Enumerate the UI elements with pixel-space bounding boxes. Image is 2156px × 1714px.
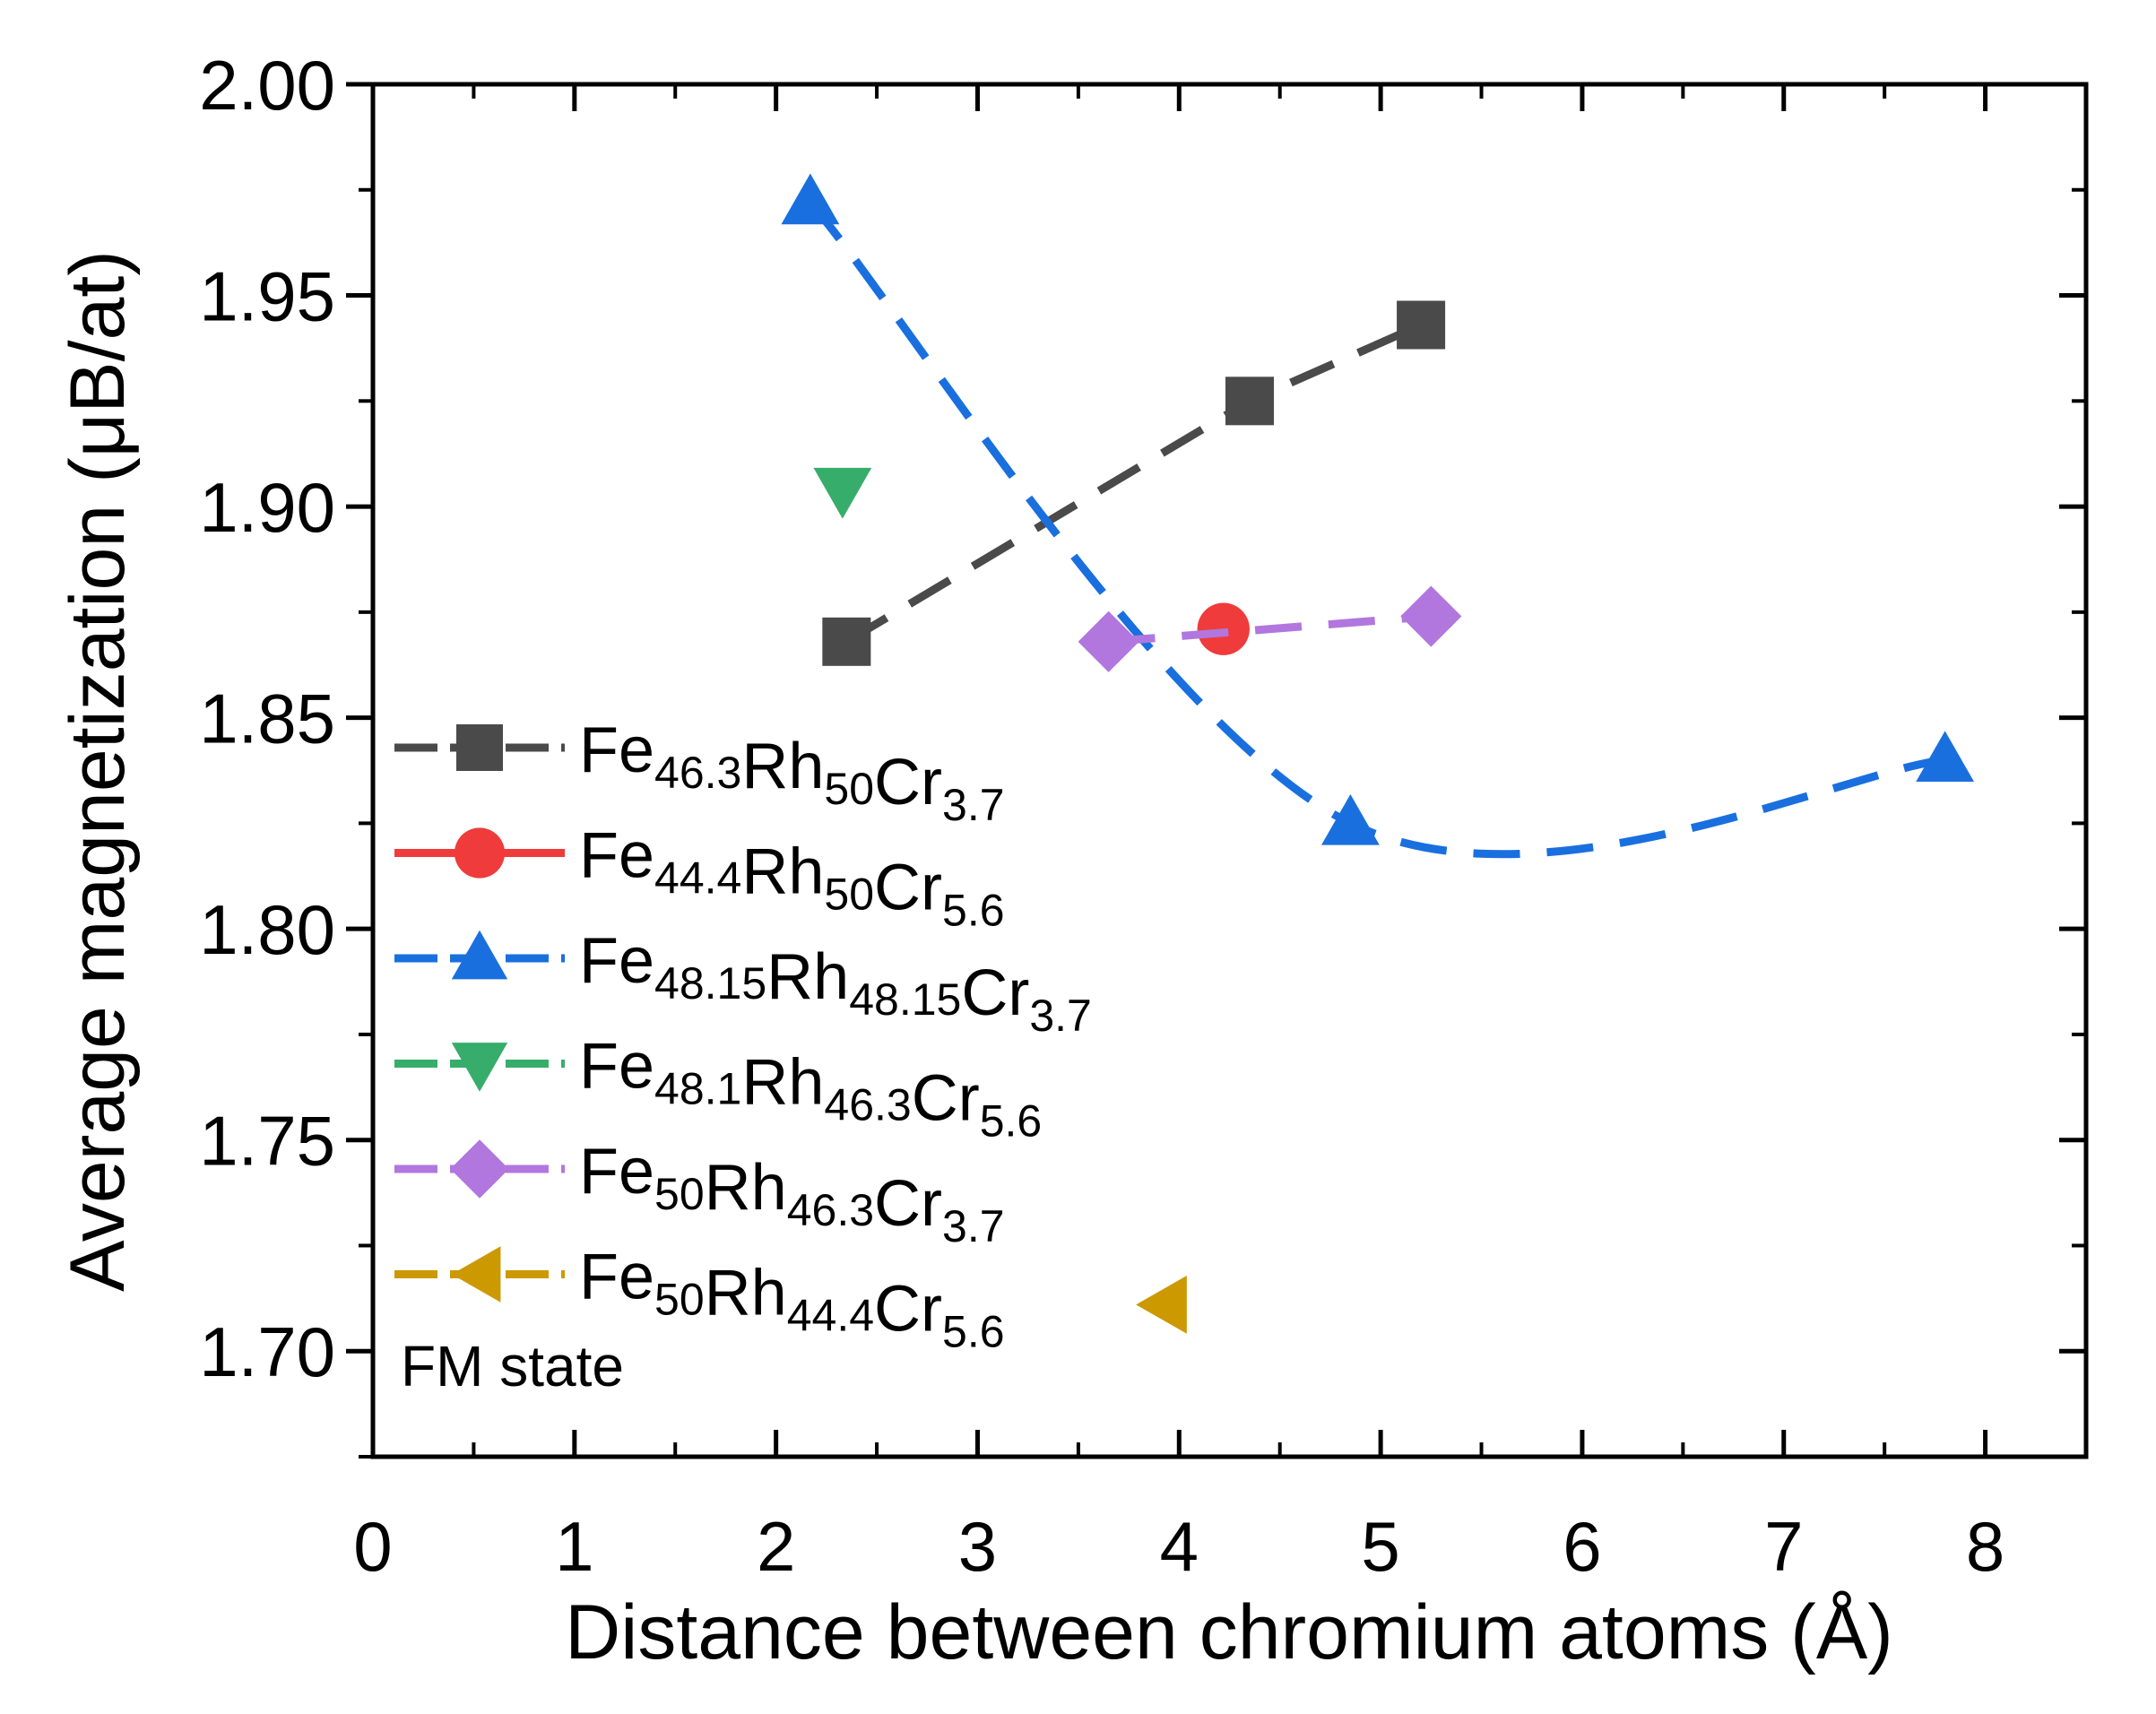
- y-tick-label: 1.80: [199, 890, 335, 969]
- point-fe46-3rh50cr3-7: [822, 617, 871, 666]
- legend-marker-fe46-3rh50cr3-7: [456, 724, 503, 771]
- legend-label-text: Rh: [705, 1258, 787, 1329]
- legend-label-subscript: 46.3: [654, 748, 741, 798]
- point-fe48-1rh46-3cr5-6: [813, 467, 872, 519]
- legend-label-text: Rh: [705, 1152, 787, 1224]
- legend-label-text: Cr: [874, 747, 942, 818]
- x-tick-label: 1: [555, 1507, 593, 1586]
- series-layer: [781, 173, 1975, 1334]
- line-fe48-15rh48-15cr3-7: [807, 199, 1946, 859]
- legend-label-text: Fe: [579, 1031, 654, 1103]
- legend-entry-fe44-4rh50cr5-6: Fe44.4Rh50Cr5.6: [394, 820, 1005, 936]
- legend-label-text: Fe: [579, 714, 654, 786]
- legend-label-fe44-4rh50cr5-6: Fe44.4Rh50Cr5.6: [579, 820, 1005, 936]
- legend-label-fe50rh44-4cr5-6: Fe50Rh44.4Cr5.6: [579, 1242, 1005, 1357]
- legend-marker-fe44-4rh50cr5-6: [454, 827, 506, 879]
- legend-label-text: Fe: [579, 925, 654, 997]
- legend-marker-fe50rh46-3cr3-7: [450, 1139, 509, 1199]
- legend-label-text: Fe: [579, 820, 654, 892]
- legend-label-text: Fe: [579, 1242, 654, 1313]
- legend-label-text: Rh: [766, 941, 849, 1013]
- point-fe46-3rh50cr3-7: [1397, 300, 1446, 350]
- legend-label-subscript: 48.15: [849, 974, 961, 1025]
- point-fe50rh46-3cr3-7: [1400, 585, 1462, 647]
- point-fe50rh44-4cr5-6: [1136, 1276, 1187, 1334]
- legend-label-text: Cr: [874, 1168, 942, 1240]
- legend-label-text: Cr: [874, 853, 942, 924]
- x-tick-label: 7: [1764, 1507, 1803, 1586]
- x-tick-label: 2: [757, 1507, 795, 1586]
- legend-label-text: Rh: [741, 1047, 824, 1119]
- legend-label-subscript: 3.7: [942, 780, 1005, 830]
- legend: Fe46.3Rh50Cr3.7Fe44.4Rh50Cr5.6Fe48.15Rh4…: [394, 714, 1092, 1357]
- legend-label-subscript: 44.4: [654, 853, 741, 904]
- series-fe48-1rh46-3cr5-6: [813, 467, 872, 519]
- legend-marker-fe48-1rh46-3cr5-6: [451, 1043, 508, 1092]
- legend-label-subscript: 48.1: [654, 1064, 741, 1114]
- legend-label-text: Cr: [874, 1274, 942, 1346]
- point-fe48-15rh48-15cr3-7: [1916, 731, 1975, 783]
- point-fe48-15rh48-15cr3-7: [781, 173, 840, 225]
- legend-label-text: Rh: [741, 731, 824, 802]
- legend-label-text: Rh: [741, 836, 824, 908]
- y-tick-label: 1.95: [199, 257, 335, 336]
- legend-label-subscript: 50: [654, 1275, 705, 1325]
- legend-label-subscript: 5.6: [942, 886, 1005, 936]
- legend-label-text: Fe: [579, 1136, 654, 1208]
- legend-label-subscript: 46.3: [787, 1185, 874, 1235]
- y-tick-label: 1.90: [199, 468, 335, 547]
- x-tick-label: 8: [1966, 1507, 2004, 1586]
- legend-entry-fe46-3rh50cr3-7: Fe46.3Rh50Cr3.7: [394, 714, 1005, 830]
- legend-label-fe48-1rh46-3cr5-6: Fe48.1Rh46.3Cr5.6: [579, 1031, 1042, 1147]
- x-tick-label: 4: [1160, 1507, 1199, 1586]
- legend-label-subscript: 50: [824, 870, 874, 920]
- point-fe50rh46-3cr3-7: [1078, 610, 1139, 672]
- x-tick-label: 0: [353, 1507, 392, 1586]
- legend-label-text: Cr: [912, 1063, 980, 1135]
- fm-state-annotation: FM state: [401, 1334, 624, 1398]
- x-tick-label: 5: [1361, 1507, 1399, 1586]
- point-fe46-3rh50cr3-7: [1225, 377, 1274, 426]
- y-axis-label: Average magnetization (μB/at): [55, 250, 141, 1292]
- legend-label-subscript: 46.3: [824, 1080, 911, 1130]
- legend-entry-fe48-1rh46-3cr5-6: Fe48.1Rh46.3Cr5.6: [394, 1031, 1042, 1147]
- legend-label-fe50rh46-3cr3-7: Fe50Rh46.3Cr3.7: [579, 1136, 1005, 1251]
- legend-entry-fe50rh46-3cr3-7: Fe50Rh46.3Cr3.7: [394, 1136, 1005, 1251]
- legend-label-text: Cr: [961, 957, 1029, 1029]
- legend-label-subscript: 50: [824, 764, 874, 814]
- series-fe46-3rh50cr3-7: [822, 300, 1446, 666]
- series-fe48-15rh48-15cr3-7: [781, 173, 1975, 859]
- plot-frame: [370, 82, 2089, 1459]
- legend-label-fe46-3rh50cr3-7: Fe46.3Rh50Cr3.7: [579, 714, 1005, 830]
- legend-entry-fe48-15rh48-15cr3-7: Fe48.15Rh48.15Cr3.7: [394, 925, 1092, 1041]
- y-tick-label: 1.75: [199, 1102, 335, 1181]
- y-tick-label: 1.70: [199, 1312, 335, 1391]
- legend-label-subscript: 5.6: [942, 1307, 1005, 1357]
- legend-label-subscript: 3.7: [1029, 991, 1092, 1041]
- x-tick-label: 6: [1563, 1507, 1601, 1586]
- x-axis-label: Distance between chromium atoms (Å): [565, 1589, 1893, 1675]
- legend-label-subscript: 5.6: [980, 1096, 1043, 1147]
- legend-marker-fe50rh44-4cr5-6: [451, 1246, 501, 1303]
- series-fe50rh46-3cr3-7: [1078, 585, 1462, 672]
- x-tick-label: 3: [958, 1507, 997, 1586]
- series-fe50rh44-4cr5-6: [1136, 1276, 1187, 1334]
- axes-layer: 0 1 2 3 4 5 6 7 8 1.70 1.75 1.80 1.85 1.90 1.95 2.00: [199, 46, 2086, 1586]
- legend-label-subscript: 48.15: [654, 958, 766, 1008]
- legend-label-subscript: 50: [654, 1169, 705, 1219]
- legend-entry-fe50rh44-4cr5-6: Fe50Rh44.4Cr5.6: [394, 1242, 1005, 1357]
- legend-label-fe48-15rh48-15cr3-7: Fe48.15Rh48.15Cr3.7: [579, 925, 1092, 1041]
- y-tick-label: 2.00: [199, 46, 335, 125]
- point-fe48-15rh48-15cr3-7: [1320, 793, 1380, 845]
- legend-marker-fe48-15rh48-15cr3-7: [451, 930, 508, 980]
- line-fe50rh46-3cr3-7: [1108, 612, 1432, 646]
- y-tick-label: 1.85: [199, 680, 335, 758]
- legend-label-subscript: 3.7: [942, 1201, 1005, 1251]
- legend-label-subscript: 44.4: [787, 1291, 874, 1341]
